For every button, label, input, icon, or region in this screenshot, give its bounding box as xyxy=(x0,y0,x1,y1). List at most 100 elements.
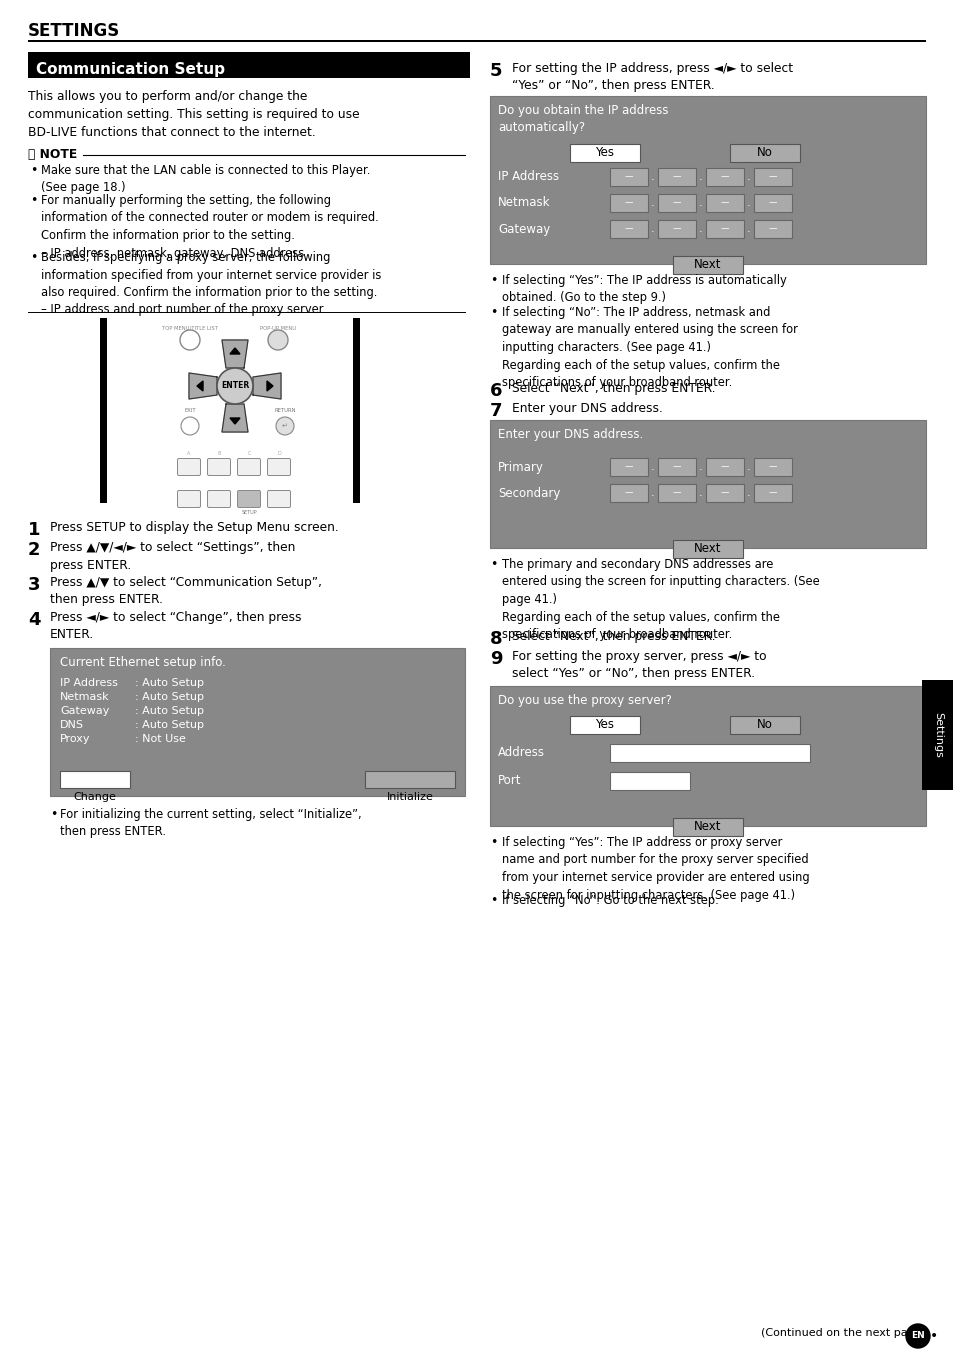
Text: For initializing the current setting, select “Initialize”,
then press ENTER.: For initializing the current setting, se… xyxy=(60,808,361,838)
Text: —: — xyxy=(768,462,777,472)
Text: Do you use the proxy server?: Do you use the proxy server? xyxy=(497,694,671,707)
Text: TOP MENU/TITLE LIST: TOP MENU/TITLE LIST xyxy=(162,326,218,331)
Text: —: — xyxy=(720,224,728,234)
Text: •: • xyxy=(490,894,497,907)
Text: If selecting “No”: The IP address, netmask and
gateway are manually entered usin: If selecting “No”: The IP address, netma… xyxy=(501,306,797,389)
Text: EXIT: EXIT xyxy=(184,408,195,412)
FancyBboxPatch shape xyxy=(208,458,231,476)
Text: : Auto Setup: : Auto Setup xyxy=(135,721,204,730)
Bar xyxy=(609,220,647,238)
Text: IP Address: IP Address xyxy=(60,677,118,688)
Polygon shape xyxy=(189,373,216,399)
Text: 4: 4 xyxy=(28,611,40,629)
Text: No: No xyxy=(757,146,772,160)
Text: SETUP: SETUP xyxy=(241,510,256,515)
Bar xyxy=(658,168,696,187)
Text: Port: Port xyxy=(497,775,521,787)
Text: Primary: Primary xyxy=(497,461,543,473)
Polygon shape xyxy=(222,339,248,368)
Bar xyxy=(609,168,647,187)
Text: SETTINGS: SETTINGS xyxy=(28,22,120,41)
Text: ⎙ NOTE: ⎙ NOTE xyxy=(28,147,77,161)
Circle shape xyxy=(275,416,294,435)
Text: .: . xyxy=(650,488,654,498)
Bar xyxy=(569,717,639,734)
Text: Initialize: Initialize xyxy=(386,791,433,802)
Text: .: . xyxy=(650,172,654,183)
Bar xyxy=(28,39,925,42)
Circle shape xyxy=(268,330,288,350)
Text: •: • xyxy=(30,251,37,264)
Text: This allows you to perform and/or change the
communication setting. This setting: This allows you to perform and/or change… xyxy=(28,91,359,139)
Bar xyxy=(705,458,743,476)
Text: Press ◄/► to select “Change”, then press
ENTER.: Press ◄/► to select “Change”, then press… xyxy=(50,611,301,641)
Text: 2: 2 xyxy=(28,541,40,558)
Bar xyxy=(753,193,791,212)
Text: RETURN: RETURN xyxy=(274,408,295,412)
Text: —: — xyxy=(624,199,633,207)
Text: .: . xyxy=(699,197,702,208)
Text: —: — xyxy=(624,488,633,498)
Text: If selecting “Yes”: The IP address is automatically
obtained. (Go to the step 9.: If selecting “Yes”: The IP address is au… xyxy=(501,274,786,304)
Text: •: • xyxy=(929,1329,937,1343)
Bar xyxy=(658,458,696,476)
Text: Press SETUP to display the Setup Menu screen.: Press SETUP to display the Setup Menu sc… xyxy=(50,521,338,534)
Text: Select “Next”, then press ENTER.: Select “Next”, then press ENTER. xyxy=(512,630,715,644)
Text: Next: Next xyxy=(694,542,721,556)
Bar xyxy=(753,484,791,502)
Text: The primary and secondary DNS addresses are
entered using the screen for inputti: The primary and secondary DNS addresses … xyxy=(501,558,819,641)
Text: —: — xyxy=(720,173,728,181)
Polygon shape xyxy=(222,404,248,433)
Text: DNS: DNS xyxy=(60,721,84,730)
Text: .: . xyxy=(746,488,750,498)
Text: •: • xyxy=(30,193,37,207)
FancyBboxPatch shape xyxy=(237,458,260,476)
Text: 1: 1 xyxy=(28,521,40,539)
Bar xyxy=(729,717,800,734)
Bar xyxy=(729,145,800,162)
Text: —: — xyxy=(768,488,777,498)
Text: Communication Setup: Communication Setup xyxy=(36,62,225,77)
Bar xyxy=(569,145,639,162)
Text: •: • xyxy=(490,306,497,319)
Text: •: • xyxy=(30,164,37,177)
Text: —: — xyxy=(624,224,633,234)
Bar xyxy=(658,193,696,212)
Text: Enter your DNS address.: Enter your DNS address. xyxy=(512,402,662,415)
Bar xyxy=(609,193,647,212)
Bar xyxy=(490,685,925,826)
Text: .: . xyxy=(746,462,750,472)
Text: Next: Next xyxy=(694,821,721,833)
Text: B: B xyxy=(217,452,220,456)
Text: Yes: Yes xyxy=(595,146,614,160)
Text: Press ▲/▼/◄/► to select “Settings”, then
press ENTER.: Press ▲/▼/◄/► to select “Settings”, then… xyxy=(50,541,295,572)
Text: Besides, if specifying a proxy server, the following
information specified from : Besides, if specifying a proxy server, t… xyxy=(41,251,381,316)
Bar xyxy=(100,318,359,503)
Text: ENTER: ENTER xyxy=(221,381,249,391)
Text: Netmask: Netmask xyxy=(497,196,550,210)
Text: —: — xyxy=(768,199,777,207)
Text: : Auto Setup: : Auto Setup xyxy=(135,692,204,702)
Circle shape xyxy=(905,1324,929,1348)
Text: —: — xyxy=(624,462,633,472)
Text: 7: 7 xyxy=(490,402,502,420)
Bar xyxy=(753,168,791,187)
Text: : Auto Setup: : Auto Setup xyxy=(135,677,204,688)
Text: If selecting “No”: Go to the next step.: If selecting “No”: Go to the next step. xyxy=(501,894,718,907)
Bar xyxy=(609,772,689,790)
Text: C: C xyxy=(247,452,251,456)
Text: EN: EN xyxy=(910,1332,923,1340)
Text: .: . xyxy=(699,462,702,472)
Circle shape xyxy=(180,330,200,350)
Text: —: — xyxy=(720,462,728,472)
Bar xyxy=(609,458,647,476)
Bar xyxy=(365,771,455,788)
Text: .: . xyxy=(699,172,702,183)
Text: .: . xyxy=(746,172,750,183)
Text: 5: 5 xyxy=(490,62,502,80)
Text: Gateway: Gateway xyxy=(497,223,550,235)
Bar xyxy=(100,318,107,503)
Text: For setting the IP address, press ◄/► to select
“Yes” or “No”, then press ENTER.: For setting the IP address, press ◄/► to… xyxy=(512,62,792,92)
Text: .: . xyxy=(746,197,750,208)
Text: 3: 3 xyxy=(28,576,40,594)
